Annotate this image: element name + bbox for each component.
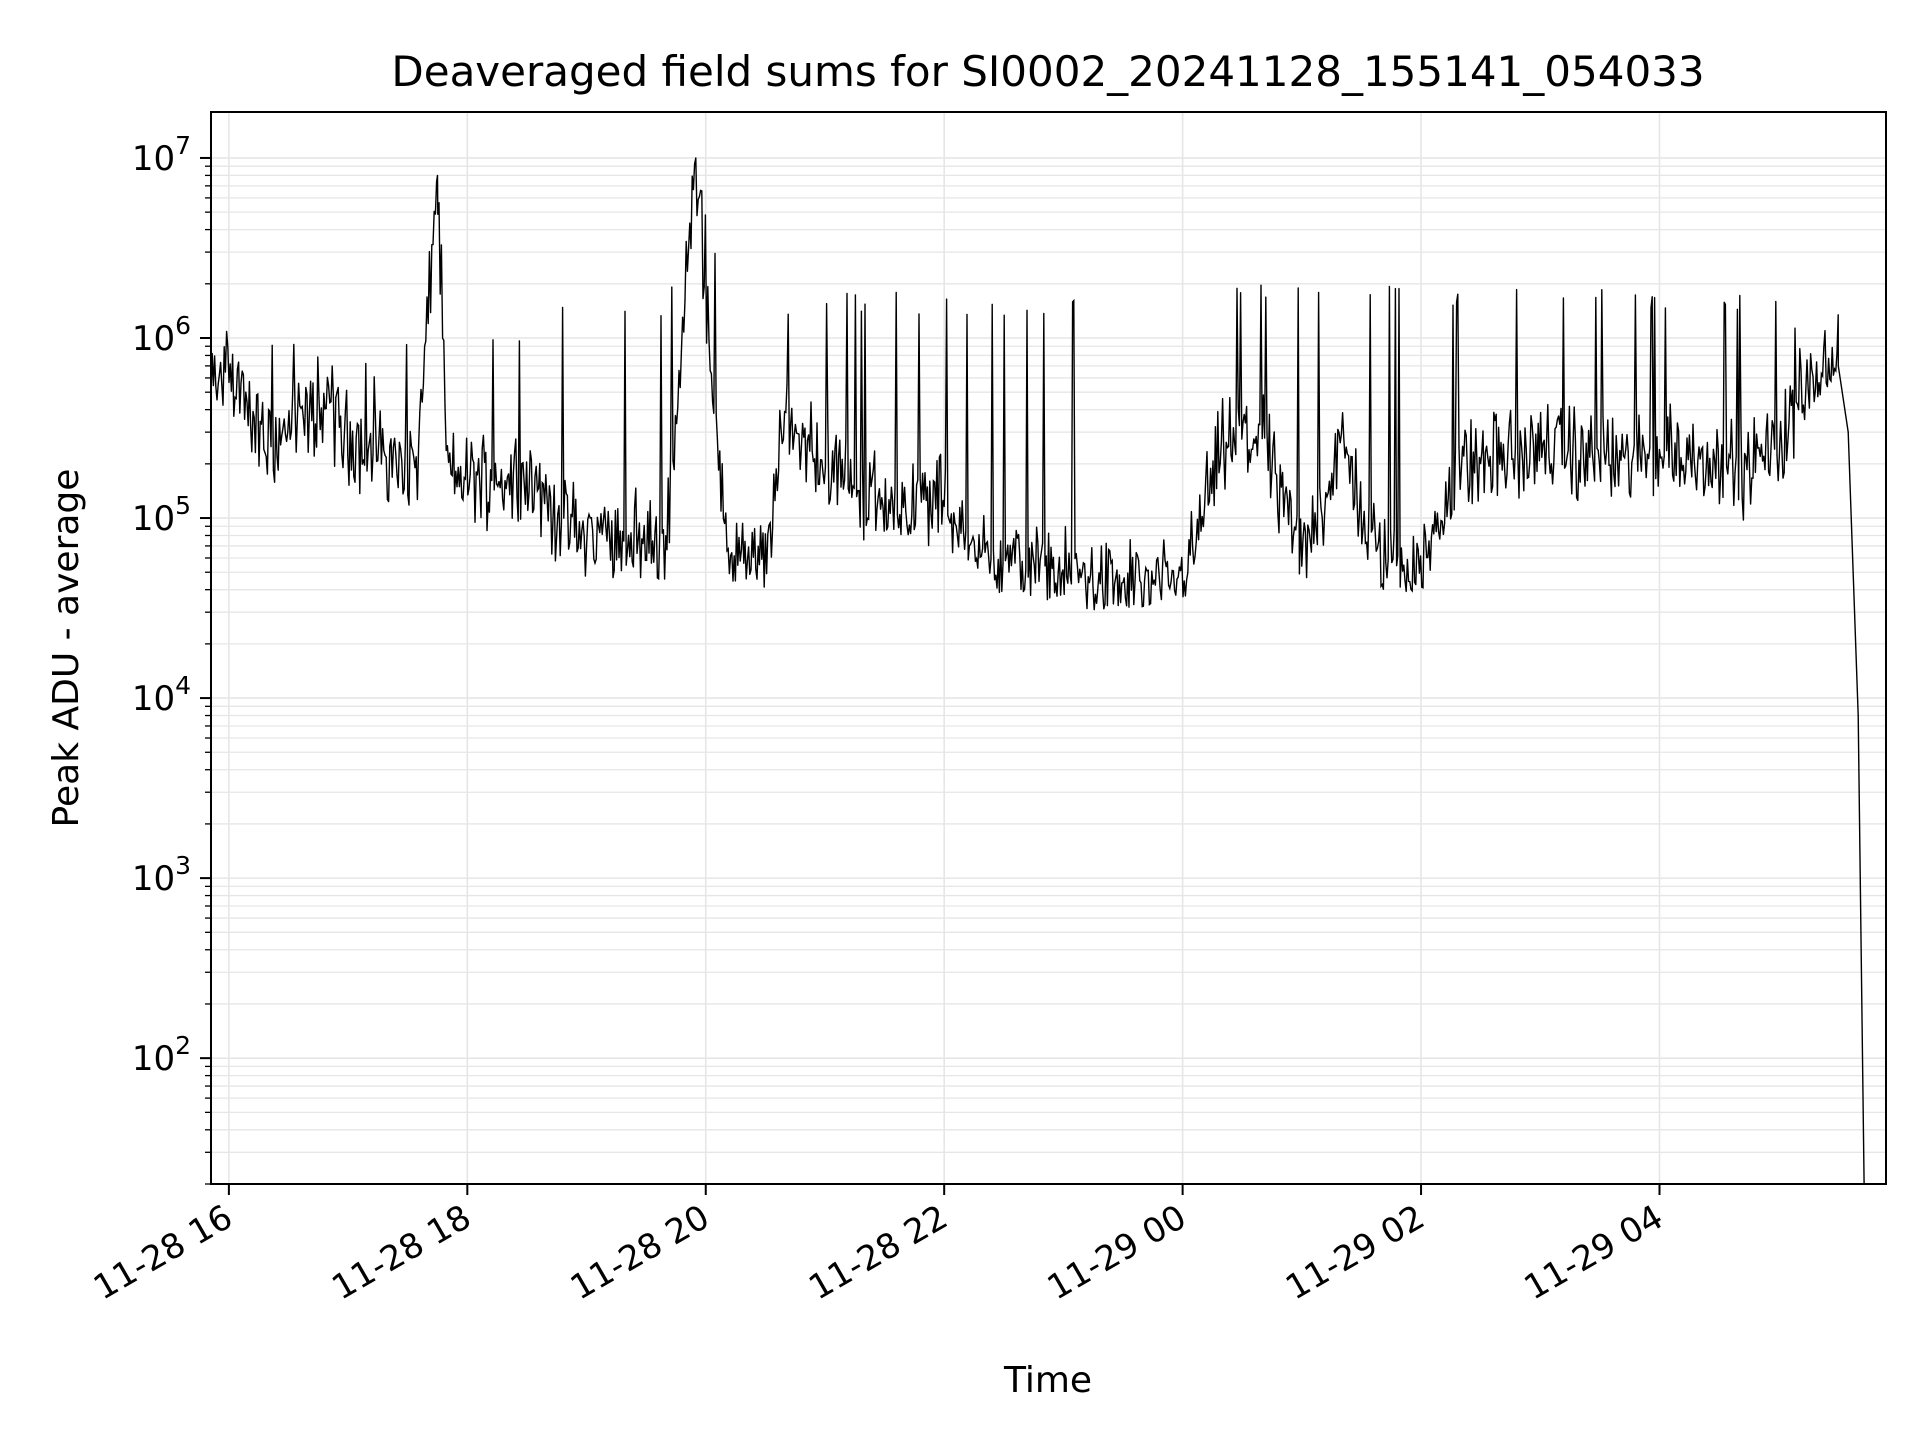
series-line bbox=[211, 157, 1865, 1184]
y-tick-label: 102 bbox=[132, 1031, 191, 1079]
y-tick-label: 103 bbox=[132, 851, 191, 899]
y-tick-label: 104 bbox=[132, 671, 191, 719]
series-layer bbox=[211, 157, 1865, 1184]
y-axis: 102 103 104 105 106 107 bbox=[132, 131, 211, 1185]
x-axis-label: Time bbox=[1003, 1360, 1092, 1401]
y-tick-label: 105 bbox=[132, 491, 191, 539]
y-tick-label: 107 bbox=[132, 131, 191, 179]
chart-title: Deaveraged field sums for SI0002_2024112… bbox=[391, 47, 1704, 96]
y-tick-label: 106 bbox=[132, 311, 191, 359]
plot-frame bbox=[210, 111, 1887, 1185]
grid bbox=[211, 112, 1886, 1185]
y-axis-label: Peak ADU - average bbox=[46, 469, 87, 828]
